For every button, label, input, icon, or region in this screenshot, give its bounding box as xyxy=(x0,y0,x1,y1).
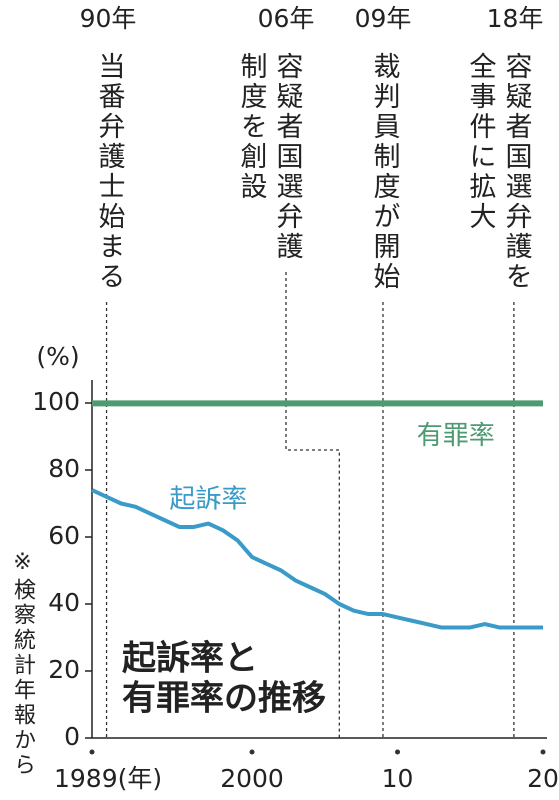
y-tick-label: 20 xyxy=(48,655,80,684)
y-tick-label: 0 xyxy=(64,722,80,751)
annotation-line xyxy=(285,272,340,738)
series-label: 有罪率 xyxy=(417,421,495,451)
y-tick-label: 100 xyxy=(32,387,80,416)
x-tick-label: 20 xyxy=(527,764,559,793)
x-tick-label: 10 xyxy=(382,764,414,793)
y-axis-label: (%) xyxy=(36,342,79,371)
annotation-text: 制度を創設 xyxy=(236,52,268,202)
annotation-text: 全事件に拡大 xyxy=(465,52,497,232)
annotation-text: 容疑者国選弁護を xyxy=(501,52,533,292)
annotation-text: 当番弁護士始まる xyxy=(94,52,126,292)
series-label: 起訴率 xyxy=(169,485,247,515)
chart-title: 起訴率と xyxy=(122,639,258,679)
annotation-year: 09年 xyxy=(355,4,412,33)
x-tick xyxy=(249,749,255,755)
x-tick-label: 1989(年) xyxy=(54,764,162,793)
x-tick xyxy=(395,749,401,755)
annotation-year: 90年 xyxy=(80,4,137,33)
y-tick-label: 60 xyxy=(48,521,80,550)
source-note: ※検察統計年報から xyxy=(10,550,36,778)
annotation-year: 18年 xyxy=(487,4,544,33)
annotation-text: 裁判員制度が開始 xyxy=(369,52,401,292)
annotation-text: 容疑者国選弁護 xyxy=(272,52,304,262)
x-tick-label: 2000 xyxy=(220,764,284,793)
x-tick xyxy=(89,749,95,755)
chart-title: 有罪率の推移 xyxy=(122,679,326,719)
annotation-year: 06年 xyxy=(258,4,315,33)
y-tick-label: 80 xyxy=(48,454,80,483)
y-tick-label: 40 xyxy=(48,588,80,617)
x-tick xyxy=(540,749,546,755)
series-line xyxy=(91,488,543,630)
